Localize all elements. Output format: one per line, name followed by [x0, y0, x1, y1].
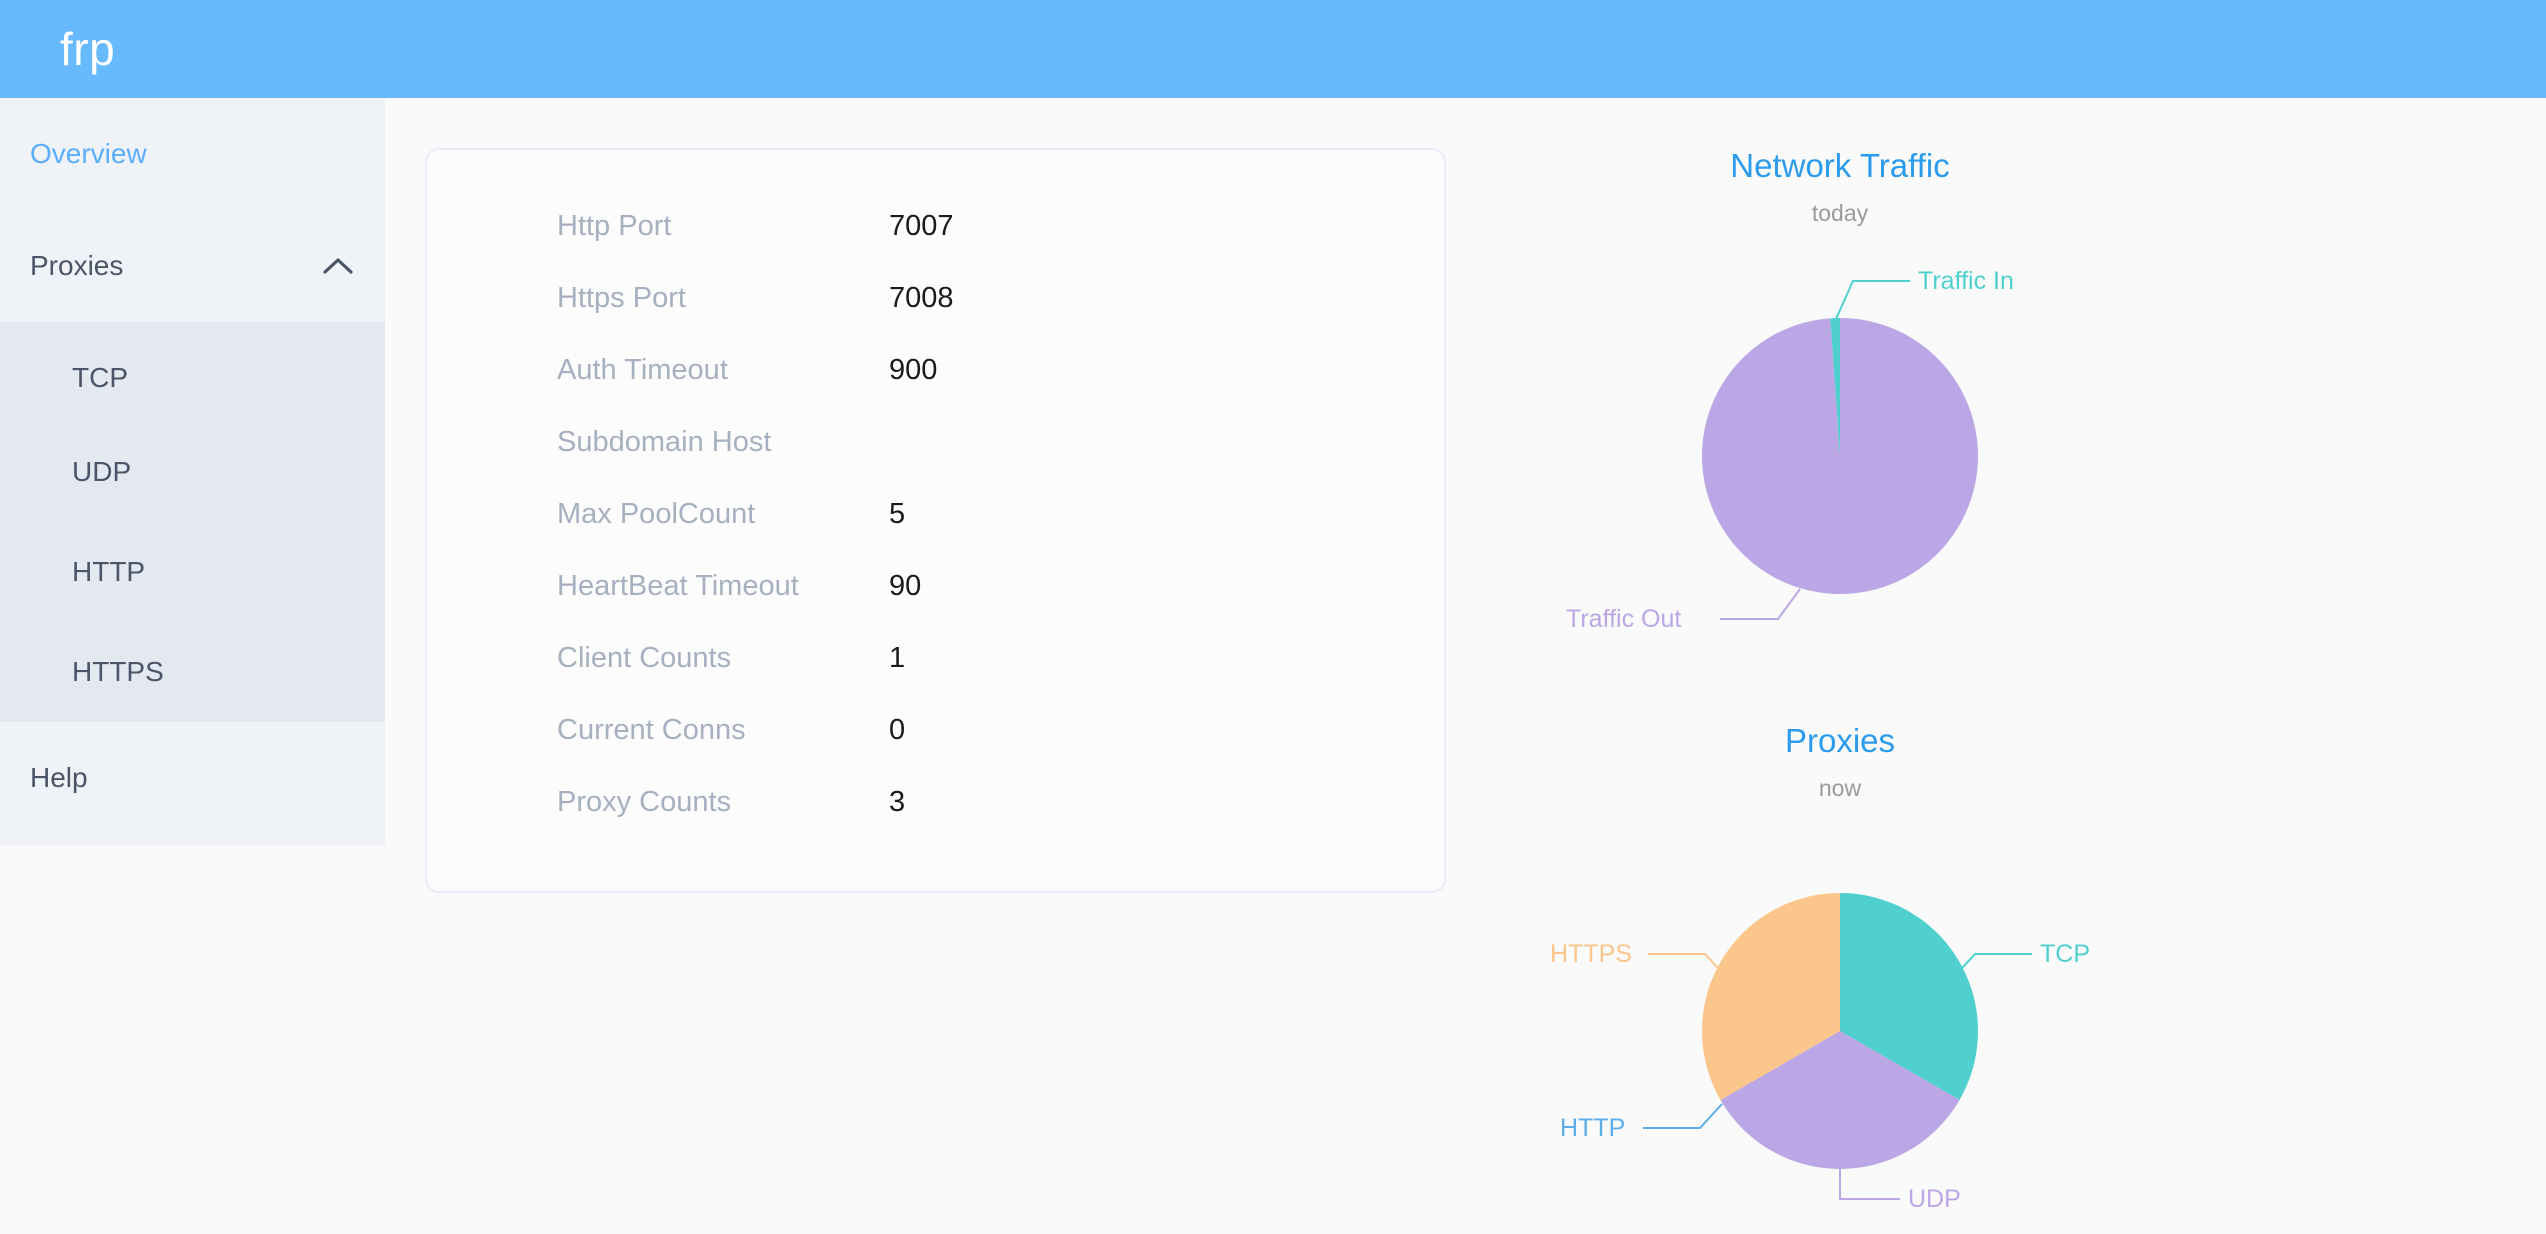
table-row: Subdomain Host: [557, 426, 1317, 498]
pie-label-http: HTTP: [1560, 1114, 1626, 1143]
pie-label-traffic-out: Traffic Out: [1566, 605, 1682, 634]
table-row: Client Counts 1: [557, 642, 1317, 714]
row-label-client-counts: Client Counts: [557, 642, 732, 674]
row-label-auth-timeout: Auth Timeout: [557, 354, 728, 386]
row-value-proxy-counts: 3: [889, 786, 906, 818]
network-traffic-subtitle: today: [1811, 200, 1869, 227]
row-value-http-port: 7007: [889, 210, 954, 242]
pie-slice-traffic-out[interactable]: [1701, 318, 1978, 595]
proxies-pie-svg[interactable]: [1550, 816, 2130, 1234]
row-value-auth-timeout: 900: [889, 354, 938, 386]
pie-slice-traffic-in[interactable]: [1830, 318, 1840, 457]
sidebar-item-tcp-label: TCP: [72, 362, 128, 393]
sidebar-item-http[interactable]: HTTP: [0, 522, 385, 622]
proxies-chart: Proxies now TCP HT: [1550, 722, 2130, 1234]
pie-slice-https[interactable]: [1702, 893, 1840, 1101]
pie-label-tcp: TCP: [2040, 940, 2090, 969]
app-brand-title: frp: [60, 23, 116, 75]
leader-line-traffic-out: [1720, 588, 1801, 621]
table-row: Auth Timeout 900: [557, 354, 1317, 426]
network-traffic-title: Network Traffic: [1730, 147, 1950, 184]
pie-label-traffic-in: Traffic In: [1918, 267, 2014, 296]
sidebar: Overview Proxies TCP UDP HTTP HTTPS: [0, 98, 385, 845]
sidebar-item-udp[interactable]: UDP: [0, 422, 385, 522]
pie-label-https: HTTPS: [1550, 940, 1632, 969]
proxies-chart-subtitle: now: [1818, 775, 1862, 802]
table-row: HeartBeat Timeout 90: [557, 570, 1317, 642]
pie-slice-tcp[interactable]: [1840, 893, 1978, 1101]
sidebar-item-help-label: Help: [30, 762, 88, 793]
chevron-up-icon[interactable]: [323, 257, 353, 275]
sidebar-item-tcp[interactable]: TCP: [0, 322, 385, 422]
sidebar-submenu-proxies: TCP UDP HTTP HTTPS: [0, 322, 385, 722]
row-label-http-port: Http Port: [557, 210, 672, 242]
sidebar-group-proxies-label: Proxies: [30, 250, 124, 281]
sidebar-item-overview-label: Overview: [30, 138, 147, 169]
row-value-client-counts: 1: [889, 642, 906, 674]
row-label-max-poolcount: Max PoolCount: [557, 498, 756, 530]
row-label-https-port: Https Port: [557, 282, 686, 314]
network-traffic-pie-svg[interactable]: [1550, 241, 2130, 661]
leader-line-tcp: [1952, 953, 2032, 979]
row-label-heartbeat-timeout: HeartBeat Timeout: [557, 570, 799, 602]
sidebar-item-https-label: HTTPS: [72, 656, 164, 687]
table-row: Https Port 7008: [557, 282, 1317, 354]
network-traffic-chart: Network Traffic today Traffic In Traffic…: [1550, 147, 2130, 661]
network-traffic-pie: Traffic In Traffic Out: [1550, 241, 2130, 661]
row-label-subdomain-host: Subdomain Host: [557, 426, 772, 458]
table-row: Current Conns 0: [557, 714, 1317, 786]
row-value-max-poolcount: 5: [889, 498, 906, 530]
leader-line-udp: [1839, 1169, 1900, 1201]
server-info-table: Http Port 7007 Https Port 7008 Auth Time…: [557, 210, 1317, 858]
row-label-current-conns: Current Conns: [557, 714, 746, 746]
row-label-proxy-counts: Proxy Counts: [557, 786, 732, 818]
sidebar-item-help[interactable]: Help: [0, 722, 385, 834]
row-value-https-port: 7008: [889, 282, 954, 314]
proxies-chart-title: Proxies: [1784, 722, 1896, 759]
pie-label-udp: UDP: [1908, 1185, 1961, 1214]
proxies-pie: TCP HTTPS HTTP UDP: [1550, 816, 2130, 1234]
row-value-current-conns: 0: [889, 714, 906, 746]
leader-line-https: [1648, 953, 1728, 979]
sidebar-item-https[interactable]: HTTPS: [0, 622, 385, 722]
leader-line-http: [1643, 1103, 1723, 1130]
sidebar-item-overview[interactable]: Overview: [0, 98, 385, 210]
leader-line-traffic-in: [1835, 280, 1910, 320]
server-info-card: Http Port 7007 Https Port 7008 Auth Time…: [425, 148, 1446, 893]
sidebar-item-udp-label: UDP: [72, 456, 132, 487]
app-header: frp: [0, 0, 2546, 98]
row-value-heartbeat-timeout: 90: [889, 570, 922, 602]
table-row: Http Port 7007: [557, 210, 1317, 282]
pie-slice-udp[interactable]: [1720, 1031, 1960, 1170]
table-row: Max PoolCount 5: [557, 498, 1317, 570]
sidebar-item-http-label: HTTP: [72, 556, 146, 587]
sidebar-group-proxies[interactable]: Proxies: [0, 210, 385, 322]
table-row: Proxy Counts 3: [557, 786, 1317, 858]
